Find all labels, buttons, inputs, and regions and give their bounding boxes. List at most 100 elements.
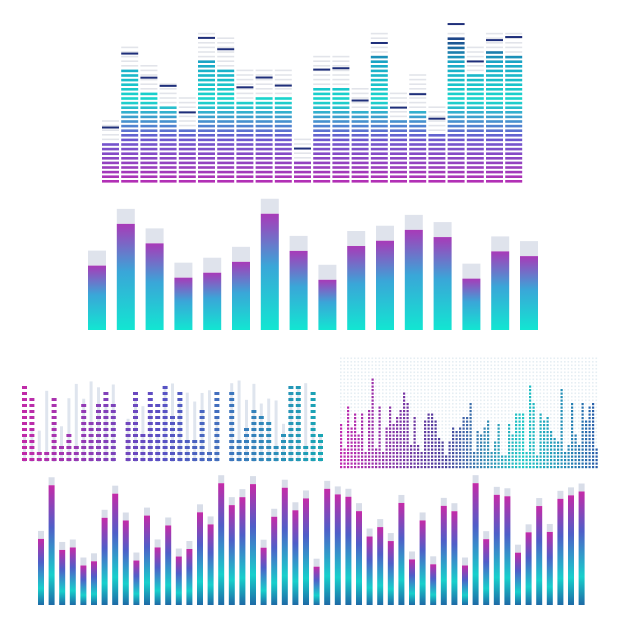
matrix-dot-empty: [392, 420, 395, 423]
eq-stripe: [409, 166, 427, 169]
matrix-dot: [371, 378, 374, 381]
matrix-dot-empty: [515, 378, 517, 381]
eq-stripe: [370, 175, 388, 178]
matrix-dot-empty: [364, 441, 367, 444]
eq-stripe: [351, 161, 369, 165]
eq-stripe-empty: [198, 51, 215, 53]
matrix-dot: [361, 448, 364, 451]
dot-block: [22, 386, 27, 389]
matrix-dot-empty: [441, 375, 444, 377]
matrix-dot-empty: [410, 364, 412, 367]
matrix-dot: [389, 417, 392, 420]
matrix-dot-empty: [434, 371, 437, 374]
matrix-dot-empty: [557, 427, 559, 430]
matrix-dot-empty: [466, 357, 468, 360]
matrix-dot-empty: [445, 403, 447, 405]
matrix-dot-empty: [595, 392, 598, 395]
dot-block: [103, 404, 109, 407]
thin-bar: [419, 520, 426, 605]
matrix-dot-empty: [536, 434, 538, 437]
matrix-dot-empty: [406, 385, 409, 388]
matrix-dot-empty: [382, 417, 384, 419]
matrix-dot-empty: [385, 375, 388, 377]
matrix-dot: [532, 448, 535, 451]
matrix-dot: [560, 413, 563, 416]
matrix-dot: [476, 448, 479, 451]
matrix-dot: [466, 455, 469, 458]
matrix-dot: [413, 431, 416, 434]
matrix-dot: [368, 452, 371, 455]
matrix-dot: [571, 403, 574, 406]
matrix-dot-empty: [550, 357, 552, 360]
matrix-dot-empty: [448, 368, 451, 370]
matrix-dot: [585, 455, 588, 458]
matrix-dot-empty: [557, 420, 559, 423]
dot-block: [310, 392, 316, 395]
matrix-dot: [420, 459, 423, 462]
matrix-dot-empty: [578, 441, 580, 444]
thin-cap: [356, 503, 362, 512]
eq-stripe: [236, 120, 254, 123]
matrix-dot-empty: [417, 375, 419, 377]
eq-stripe: [313, 92, 331, 96]
matrix-dot-empty: [406, 399, 409, 402]
matrix-dot-empty: [567, 413, 570, 416]
matrix-dot-empty: [553, 410, 556, 412]
matrix-dot: [389, 455, 392, 458]
rail: [89, 381, 93, 462]
eq-stripe: [140, 115, 158, 119]
matrix-dot-empty: [539, 406, 542, 409]
matrix-dot-empty: [410, 420, 412, 423]
matrix-dot-empty: [490, 396, 493, 398]
matrix-dot-empty: [382, 385, 384, 388]
eq-stripe-empty: [332, 65, 350, 67]
dot-block: [73, 458, 79, 461]
matrix-dot: [413, 424, 416, 427]
matrix-dot-empty: [371, 364, 374, 367]
matrix-dot-empty: [490, 392, 493, 395]
matrix-dot-empty: [553, 392, 556, 395]
matrix-dot: [469, 448, 472, 451]
eq-stripe-empty: [159, 101, 177, 104]
matrix-dot-empty: [578, 438, 580, 440]
matrix-dot-empty: [585, 361, 587, 363]
matrix-dot: [403, 452, 406, 455]
matrix-dot-empty: [476, 378, 479, 381]
matrix-dot-empty: [592, 375, 594, 377]
matrix-dot: [466, 466, 469, 469]
matrix-dot-empty: [459, 417, 461, 419]
matrix-dot: [588, 448, 591, 451]
matrix-dot: [494, 462, 497, 465]
matrix-dot-empty: [431, 375, 433, 377]
matrix-dot-empty: [364, 371, 367, 374]
eq-stripe: [159, 115, 177, 119]
matrix-dot: [375, 448, 378, 451]
dot-block: [288, 458, 294, 461]
matrix-dot: [560, 389, 563, 392]
matrix-dot-empty: [413, 382, 416, 384]
matrix-dot-empty: [455, 392, 458, 395]
eq-stripe-empty: [332, 55, 350, 58]
eq-stripe: [390, 143, 407, 146]
matrix-dot-empty: [553, 434, 556, 437]
matrix-dot-empty: [546, 396, 549, 398]
matrix-dot-empty: [595, 445, 598, 447]
thin-cap: [387, 533, 394, 542]
matrix-dot: [501, 462, 504, 465]
matrix-dot-empty: [420, 441, 423, 444]
matrix-dot-empty: [543, 378, 545, 381]
matrix-dot-empty: [592, 364, 594, 367]
matrix-dot: [571, 406, 574, 409]
matrix-dot-empty: [536, 382, 538, 384]
matrix-dot-empty: [466, 413, 468, 416]
matrix-dot: [357, 462, 360, 465]
matrix-dot-empty: [483, 385, 486, 388]
matrix-dot: [532, 424, 535, 427]
dot-block: [310, 434, 316, 437]
matrix-dot-empty: [434, 378, 437, 381]
eq-stripe-empty: [294, 152, 311, 154]
matrix-dot: [361, 445, 364, 448]
matrix-dot: [403, 399, 406, 402]
dot-block: [295, 416, 301, 419]
matrix-dot: [585, 427, 588, 430]
